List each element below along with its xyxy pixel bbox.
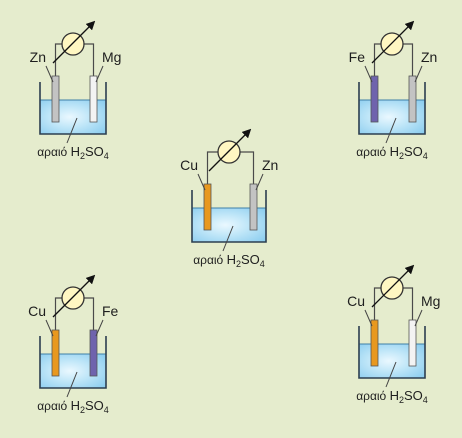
- electrode-label-right: Mg: [421, 293, 440, 309]
- solution-label: αραιό H2SO4: [356, 388, 428, 405]
- solution-formula-a: H: [71, 398, 80, 413]
- electrode-left: [371, 320, 378, 366]
- solution-prefix: αραιό: [356, 389, 386, 403]
- electrode-label-left: Cu: [347, 293, 365, 309]
- solution-prefix: αραιό: [37, 145, 67, 159]
- electrode-label-left: Fe: [349, 49, 366, 65]
- electrode-left: [52, 330, 59, 376]
- electrode-label-right: Fe: [102, 303, 119, 319]
- cell-cu-mg: Cu Mg αραιό H2SO4: [347, 268, 440, 405]
- solution-prefix: αραιό: [356, 145, 386, 159]
- solution-sub-b: 4: [104, 405, 109, 415]
- solution-sub-b: 4: [104, 151, 109, 161]
- solution-label: αραιό H2SO4: [193, 252, 265, 269]
- solution-sub-b: 4: [260, 259, 265, 269]
- cell-zn-mg: Zn Mg αραιό H2SO4: [30, 24, 122, 161]
- wire-right: [403, 44, 413, 76]
- solution-formula-b: SO: [85, 398, 104, 413]
- solution-formula-b: SO: [404, 388, 423, 403]
- cell-fe-zn: Fe Zn αραιό H2SO4: [349, 24, 438, 161]
- leader-left: [198, 174, 205, 190]
- solution-label: αραιό H2SO4: [356, 144, 428, 161]
- solution-formula-a: H: [390, 144, 399, 159]
- electrode-left: [204, 184, 211, 230]
- leader-right: [415, 66, 422, 82]
- leader-left: [365, 66, 372, 82]
- electrode-left: [52, 76, 59, 122]
- solution-prefix: αραιό: [37, 399, 67, 413]
- galvanometer: [218, 141, 240, 163]
- leader-left: [365, 310, 372, 326]
- electrode-right: [250, 184, 257, 230]
- leader-left: [46, 66, 53, 82]
- solution-formula-a: H: [227, 252, 236, 267]
- leader-right: [415, 310, 422, 326]
- wire-right: [403, 288, 413, 320]
- electrode-right: [90, 76, 97, 122]
- leader-right: [256, 174, 263, 190]
- wire-right: [240, 152, 254, 184]
- galvanometer: [62, 287, 84, 309]
- leader-right: [96, 66, 103, 82]
- leader-left: [46, 320, 53, 336]
- cell-cu-zn: Cu Zn αραιό H2SO4: [180, 132, 278, 269]
- solution-label: αραιό H2SO4: [37, 398, 109, 415]
- electrode-label-left: Cu: [180, 157, 198, 173]
- solution-prefix: αραιό: [193, 253, 223, 267]
- solution-formula-b: SO: [404, 144, 423, 159]
- galvanometer: [381, 33, 403, 55]
- electrode-label-right: Zn: [421, 49, 437, 65]
- wire-right: [84, 298, 94, 330]
- solution-sub-b: 4: [423, 151, 428, 161]
- electrode-label-left: Cu: [28, 303, 46, 319]
- solution-formula-b: SO: [241, 252, 260, 267]
- electrode-right: [409, 76, 416, 122]
- galvanometer: [62, 33, 84, 55]
- electrode-left: [371, 76, 378, 122]
- solution-label: αραιό H2SO4: [37, 144, 109, 161]
- cell-cu-fe: Cu Fe αραιό H2SO4: [28, 278, 118, 415]
- leader-right: [96, 320, 103, 336]
- solution-sub-b: 4: [423, 395, 428, 405]
- wire-right: [84, 44, 94, 76]
- solution-formula-b: SO: [85, 144, 104, 159]
- electrode-label-right: Zn: [262, 157, 278, 173]
- solution-formula-a: H: [390, 388, 399, 403]
- galvanometer: [381, 277, 403, 299]
- electrode-right: [90, 330, 97, 376]
- electrode-label-left: Zn: [30, 49, 46, 65]
- electrode-right: [409, 320, 416, 366]
- electrode-label-right: Mg: [102, 49, 121, 65]
- solution-formula-a: H: [71, 144, 80, 159]
